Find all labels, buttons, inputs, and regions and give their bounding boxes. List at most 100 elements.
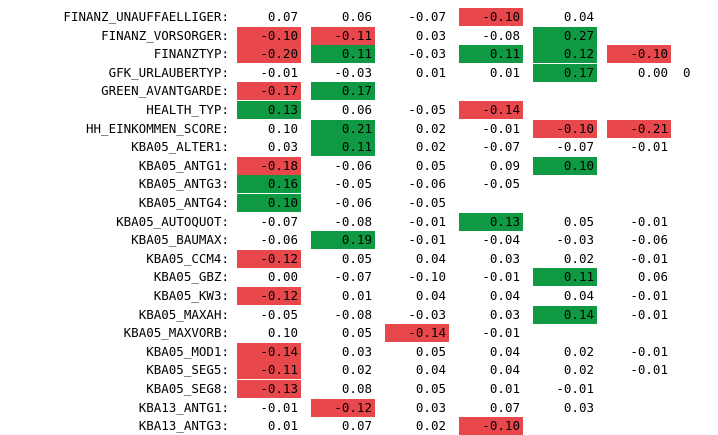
- table-cell: 0.04: [415, 288, 446, 303]
- table-cell: 0.03: [415, 399, 446, 415]
- table-row: KBA05_GBZ: 0.00 -0.07 -0.10 -0.01 0.11 0.06: [0, 268, 718, 287]
- row-label: KBA05_MAXAH:: [138, 306, 229, 322]
- table-row: KBA05_ANTG4: 0.10 -0.06 -0.05: [0, 194, 718, 212]
- table-cell: -0.14: [385, 324, 449, 343]
- table-cell: 0.05: [563, 213, 594, 229]
- table-cell: 0.10: [267, 325, 298, 341]
- table-cell: -0.01: [556, 381, 594, 396]
- table-cell: -0.07: [408, 9, 446, 24]
- table-cell: 0.02: [415, 139, 446, 155]
- table-cell: -0.03: [408, 306, 446, 322]
- table-row: KBA05_ANTG3: 0.16 -0.05 -0.06 -0.05: [0, 175, 718, 194]
- row-label: KBA05_KW3:: [153, 288, 229, 303]
- row-label: GFK_URLAUBERTYP:: [108, 64, 229, 80]
- table-cell: -0.01: [630, 213, 668, 229]
- table-cell: [607, 8, 671, 26]
- table-cell: 0.13: [459, 212, 523, 231]
- table-cell: 0.07: [341, 418, 372, 434]
- table-cell: -0.06: [334, 195, 372, 210]
- table-cell: [459, 194, 523, 212]
- table-row: KBA13_ANTG1: -0.01 -0.12 0.03 0.07 0.03: [0, 398, 718, 417]
- table-cell: -0.01: [482, 325, 520, 341]
- table-cell: -0.05: [482, 176, 520, 192]
- table-cell: -0.10: [607, 45, 671, 64]
- table-cell: -0.10: [533, 119, 597, 138]
- table-row: KBA05_KW3: -0.12 0.01 0.04 0.04 0.04 -0.01: [0, 287, 718, 305]
- table-cell: 0.04: [563, 9, 594, 24]
- row-label: KBA13_ANTG3:: [138, 418, 229, 434]
- table-cell: [607, 157, 671, 175]
- table-cell: -0.01: [630, 306, 668, 322]
- table-row: KBA05_SEG8: -0.13 0.08 0.05 0.01 -0.01: [0, 380, 718, 398]
- row-label: FINANZ_UNAUFFAELLIGER:: [63, 9, 229, 24]
- table-cell: -0.07: [482, 139, 520, 155]
- table-cell: -0.18: [237, 156, 301, 175]
- table-cell: 0.10: [237, 194, 301, 212]
- table-cell: 0.02: [563, 343, 594, 359]
- table-row: KBA13_ANTG3: 0.01 0.07 0.02 -0.10: [0, 417, 718, 435]
- table-row: GFK_URLAUBERTYP: -0.01 -0.03 0.01 0.01 0.17 0.…: [0, 63, 718, 82]
- table-cell: -0.01: [630, 343, 668, 359]
- table-cell: -0.11: [311, 26, 375, 45]
- table-row: FINANZ_VORSORGER: -0.10 -0.11 0.03 -0.08 0.27: [0, 26, 718, 45]
- table-cell: 0.02: [563, 250, 594, 266]
- table-cell: 0.03: [415, 27, 446, 43]
- table-cell: [533, 101, 597, 119]
- row-label: KBA05_MAXVORB:: [123, 325, 229, 341]
- table-row: KBA05_MAXVORB: 0.10 0.05 -0.14 -0.01: [0, 324, 718, 343]
- table-cell: -0.13: [237, 380, 301, 398]
- table-cell: -0.20: [237, 45, 301, 64]
- table-cell: 0.17: [533, 63, 597, 82]
- table-cell: -0.10: [459, 417, 523, 435]
- table-cell: 0.07: [267, 9, 298, 24]
- table-cell: -0.07: [556, 139, 594, 155]
- table-cell: [459, 82, 523, 100]
- table-row: GREEN_AVANTGARDE: -0.17 0.17: [0, 82, 718, 101]
- table-cell: 0.05: [415, 343, 446, 359]
- table-cell: 0.01: [489, 381, 520, 396]
- table-cell: [607, 82, 671, 100]
- row-label: KBA05_ANTG3:: [138, 176, 229, 192]
- table-cell: 0.05: [341, 325, 372, 341]
- table-cell: [607, 175, 671, 193]
- table-cell: [607, 194, 671, 212]
- row-label: KBA05_MOD1:: [146, 343, 229, 359]
- table-cell: -0.01: [630, 250, 668, 266]
- table-cell: -0.06: [408, 176, 446, 192]
- table-cell: 0.04: [489, 362, 520, 378]
- table-cell: -0.08: [482, 27, 520, 43]
- table-cell: 0.03: [267, 139, 298, 155]
- table-row: FINANZTYP: -0.20 0.11 -0.03 0.11 0.12 -0.10: [0, 45, 718, 64]
- table-cell: [607, 399, 671, 417]
- row-label: KBA05_ALTER1:: [131, 139, 229, 155]
- table-cell: -0.01: [630, 362, 668, 378]
- table-cell: 0.04: [415, 250, 446, 266]
- table-cell: -0.06: [260, 232, 298, 248]
- table-cell: 0.01: [415, 64, 446, 80]
- table-cell: -0.08: [334, 306, 372, 322]
- table-cell: -0.06: [630, 232, 668, 248]
- table-cell: 0.14: [533, 305, 597, 324]
- table-cell: -0.11: [237, 361, 301, 380]
- row-label: KBA05_CCM4:: [146, 250, 229, 266]
- table-cell: [533, 324, 597, 342]
- table-cell: 0.27: [533, 26, 597, 45]
- table-cell: -0.21: [607, 119, 671, 138]
- table-cell: 0.01: [489, 64, 520, 80]
- table-cell: -0.01: [260, 399, 298, 415]
- table-cell: -0.14: [459, 101, 523, 119]
- table-cell: -0.10: [408, 269, 446, 285]
- row-label: KBA05_SEG8:: [146, 381, 229, 396]
- table-cell: [533, 175, 597, 193]
- row-label: FINANZTYP:: [153, 46, 229, 62]
- row-label: KBA05_BAUMAX:: [131, 232, 229, 248]
- table-cell: 0.05: [415, 381, 446, 396]
- table-cell: 0.11: [459, 45, 523, 64]
- row-label: GREEN_AVANTGARDE:: [101, 83, 229, 99]
- table-cell: [385, 82, 449, 100]
- table-cell: [533, 417, 597, 435]
- table-cell: 0.17: [311, 82, 375, 101]
- table-cell: 0.19: [311, 231, 375, 250]
- table-cell: -0.10: [237, 26, 301, 45]
- table-cell: -0.17: [237, 82, 301, 101]
